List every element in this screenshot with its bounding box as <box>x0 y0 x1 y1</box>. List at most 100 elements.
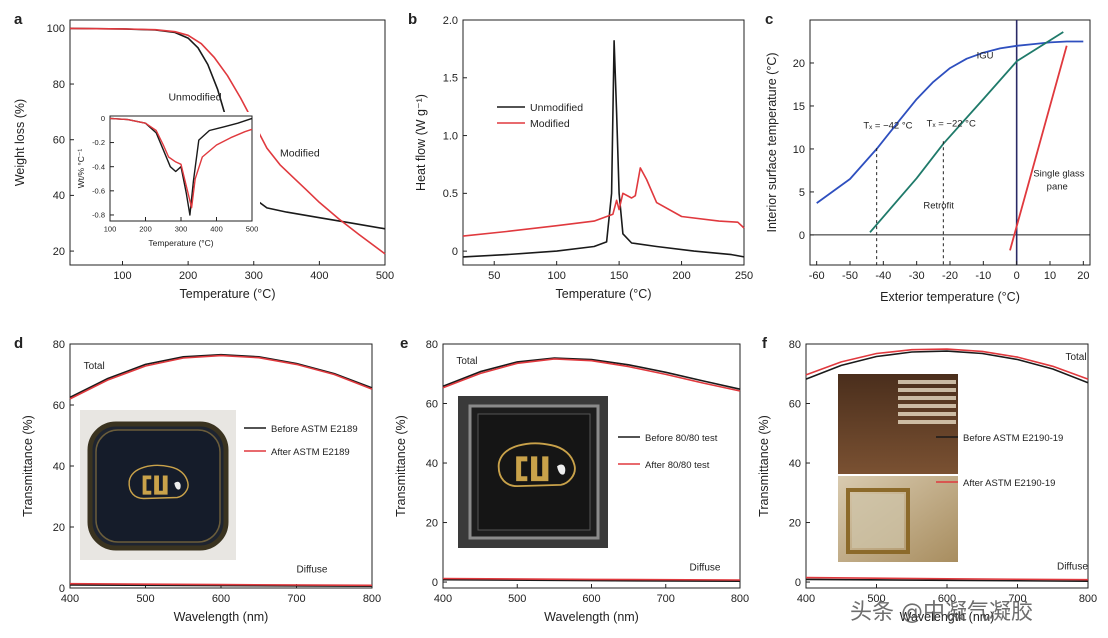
series-line-single-glass-pane <box>1009 45 1068 251</box>
annotation-label: IGU <box>977 51 994 62</box>
y-tick-label: 0 <box>452 246 458 258</box>
bison-horn <box>174 481 181 490</box>
annotation-label: Total <box>1065 352 1086 363</box>
x-tick-label: 400 <box>61 593 79 605</box>
y-tick-label: 40 <box>53 190 65 202</box>
x-axis-label: Exterior temperature (°C) <box>880 290 1020 304</box>
y-tick-label: 15 <box>793 101 805 113</box>
annotation-label: Unmodified <box>168 92 221 104</box>
x-tick-label: 800 <box>1079 593 1097 605</box>
inset-series-line-modified <box>109 117 253 209</box>
legend-label: Unmodified <box>530 102 583 114</box>
x-tick-label: 400 <box>434 593 452 605</box>
y-tick-label: 20 <box>53 246 65 258</box>
y-axis-label: Transmittance (%) <box>21 415 35 517</box>
series-line <box>442 578 741 583</box>
x-tick-label: 250 <box>735 270 753 282</box>
series-line <box>442 357 741 390</box>
x-axis-label: Temperature (°C) <box>148 238 213 248</box>
inset-background <box>78 112 260 253</box>
annotation-label: Tₓ = −42 °C <box>863 120 912 131</box>
x-tick-label: 600 <box>582 593 600 605</box>
x-tick-label: 150 <box>610 270 628 282</box>
series-line <box>805 578 1089 582</box>
x-tick-label: 0 <box>1014 270 1020 282</box>
x-tick-label: -30 <box>909 270 925 282</box>
photo-blind-slat <box>898 388 956 392</box>
x-tick-label: 200 <box>139 225 152 234</box>
y-tick-label: 80 <box>53 339 65 351</box>
legend-label: Modified <box>530 118 570 130</box>
x-axis-label: Wavelength (nm) <box>544 610 639 624</box>
x-tick-label: 800 <box>731 593 749 605</box>
y-tick-label: 20 <box>789 517 801 529</box>
x-tick-label: 700 <box>657 593 675 605</box>
annotation-label: Diffuse <box>690 563 721 574</box>
y-tick-label: 2.0 <box>443 15 458 27</box>
y-tick-label: 1.5 <box>443 73 458 85</box>
x-axis-label: Temperature (°C) <box>556 287 652 301</box>
inset-series-line-unmodified <box>109 117 253 216</box>
x-tick-label: 500 <box>376 270 394 282</box>
annotation-label: pane <box>1047 181 1068 192</box>
y-tick-label: 60 <box>53 135 65 147</box>
series-line-modified <box>69 27 386 255</box>
y-tick-label: -0.2 <box>92 138 105 147</box>
y-tick-label: 20 <box>793 58 805 70</box>
series-line <box>442 577 741 581</box>
x-tick-label: 300 <box>175 225 188 234</box>
annotation-label: Tₓ = −22 °C <box>927 119 976 130</box>
y-tick-label: 80 <box>426 339 438 351</box>
x-tick-label: -20 <box>942 270 958 282</box>
plot-frame <box>69 19 386 266</box>
x-axis-label: Temperature (°C) <box>180 287 276 301</box>
series-line <box>805 576 1089 581</box>
annotation-label: Single glass <box>1033 168 1084 179</box>
y-tick-label: 60 <box>426 398 438 410</box>
y-tick-label: 40 <box>426 458 438 470</box>
annotation-label: Diffuse <box>1057 562 1088 573</box>
y-tick-label: 40 <box>789 458 801 470</box>
x-axis-label: Wavelength (nm) <box>174 610 269 624</box>
x-tick-label: 700 <box>287 593 305 605</box>
logo-c <box>142 475 152 495</box>
x-tick-label: 400 <box>310 270 328 282</box>
photo-blind-slat <box>898 412 956 416</box>
legend-label: After ASTM E2190-19 <box>963 478 1055 489</box>
panel-letter-e: e <box>400 335 408 352</box>
logo-u <box>154 475 168 495</box>
series-line <box>69 354 373 400</box>
photo-blind-slat <box>898 404 956 408</box>
series-line <box>69 584 373 588</box>
y-tick-label: -0.8 <box>92 211 105 220</box>
x-tick-label: 100 <box>547 270 565 282</box>
series-line <box>69 353 373 399</box>
y-tick-label: 80 <box>53 79 65 91</box>
x-tick-label: -10 <box>975 270 991 282</box>
y-tick-label: 60 <box>789 398 801 410</box>
plot-frame <box>809 19 1091 266</box>
y-axis-label: Transmittance (%) <box>394 415 408 517</box>
x-tick-label: 20 <box>1077 270 1089 282</box>
series-line <box>442 358 741 392</box>
x-tick-label: 400 <box>797 593 815 605</box>
y-axis-label: Heat flow (W g⁻¹) <box>414 94 428 191</box>
x-tick-label: 500 <box>136 593 154 605</box>
panel-letter-a: a <box>14 11 23 28</box>
y-tick-label: 0 <box>101 114 105 123</box>
y-tick-label: 60 <box>53 400 65 412</box>
logo-c <box>516 456 528 482</box>
x-tick-label: 800 <box>363 593 381 605</box>
y-tick-label: 100 <box>47 23 65 35</box>
annotation-label: Total <box>456 356 477 367</box>
y-tick-label: 1.0 <box>443 130 458 142</box>
annotation-label: Modified <box>280 147 320 159</box>
series-line-retrofit <box>869 31 1064 233</box>
y-axis-label: Wt/% °C⁻¹ <box>76 149 86 189</box>
bison-outline <box>128 464 189 500</box>
watermark: 头条 @中凝气凝胶 <box>850 600 1033 625</box>
y-tick-label: 20 <box>426 517 438 529</box>
plot-frame <box>462 19 745 266</box>
y-tick-label: 0 <box>799 230 805 242</box>
